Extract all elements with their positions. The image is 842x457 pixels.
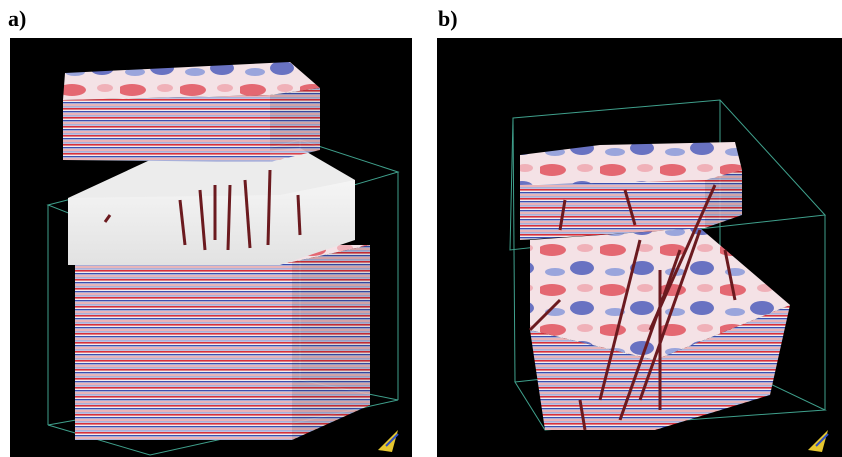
panel-b [437,38,842,457]
block-face [270,88,320,162]
panel-label: a) [8,6,26,31]
block-face [75,262,292,440]
page: a) b) [0,0,842,457]
panel-a [10,38,412,457]
figure: a) b) [0,0,842,457]
panel-label: b) [438,6,458,31]
block-face [63,95,270,162]
